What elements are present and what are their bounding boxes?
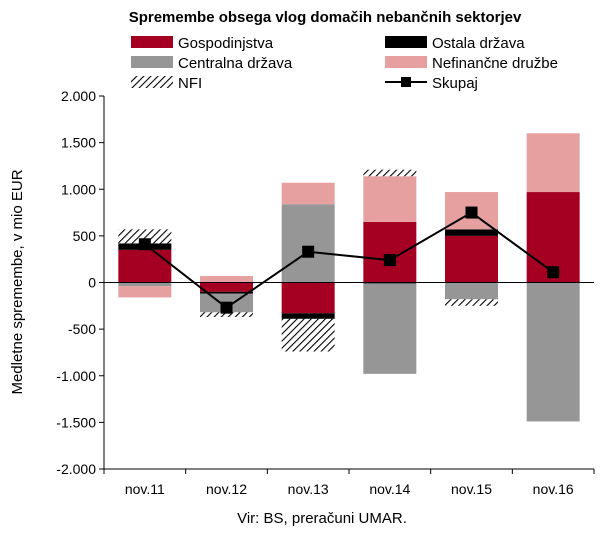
bar-gospodinjstva-nov-12 [200,282,253,292]
y-tick-label: -1.000 [56,368,96,384]
legend: Gospodinjstva Ostala država Centralna dr… [131,35,558,92]
bar-nefinancne-druzbe-nov-11 [118,286,172,298]
bar-centralna-drzava-nov-15 [445,282,498,300]
x-tick-label: nov.16 [533,481,574,497]
point-skupaj-nov-12 [220,301,233,314]
bar-centralna-drzava-nov-11 [118,282,172,287]
bar-centralna-drzava-nov-13 [281,204,335,283]
point-skupaj-nov-15 [465,206,478,219]
legend-swatch-ostala-drzava [385,36,427,48]
bar-nfi-nov-14 [363,169,417,177]
legend-label-skupaj: Skupaj [432,75,478,92]
point-skupaj-nov-13 [302,245,315,258]
x-tick-label: nov.14 [369,481,410,497]
y-tick-label: -2.000 [56,461,96,477]
y-tick-label: 500 [73,228,97,244]
legend-swatch-centralna-drzava [131,56,173,68]
bar-gospodinjstva-nov-15 [445,235,498,283]
y-tick-label: -500 [68,321,96,337]
point-skupaj-nov-14 [383,254,396,267]
y-tick-label: 2.000 [61,88,96,104]
bar-ostala-drzava-nov-13 [281,313,335,319]
legend-marker-skupaj [401,77,411,87]
plot-area: 2.000 1.500 1.000 500 0 -500 -1.000 -1.500 -2.00… [56,88,595,497]
source-note: Vir: BS, preračuni UMAR. [237,510,407,527]
legend-label-nfi: NFI [178,75,202,92]
legend-label-centralna-drzava: Centralna država [178,55,293,72]
point-skupaj-nov-16 [547,266,560,279]
chart-title: Spremembe obsega vlog domačih nebančnih … [129,9,522,26]
bar-gospodinjstva-nov-11 [118,249,172,283]
y-axis-label: Medletne spremembe, v mio EUR [9,169,26,394]
y-tick-label: 1.000 [61,181,96,197]
x-tick-label: nov.13 [288,481,329,497]
bar-nefinancne-druzbe-nov-12 [200,275,253,283]
point-skupaj-nov-11 [138,238,151,251]
x-tick-label: nov.11 [125,481,165,497]
legend-label-gospodinjstva: Gospodinjstva [178,35,274,52]
bar-centralna-drzava-nov-14 [363,283,417,374]
y-tick-label: 0 [88,275,96,291]
y-tick-label: -1.500 [56,414,96,430]
bar-nefinancne-druzbe-nov-13 [281,182,335,205]
line-skupaj [144,211,554,309]
bar-nfi-nov-13 [281,318,335,352]
legend-swatch-gospodinjstva [131,36,173,48]
y-tick-label: 1.500 [61,135,96,151]
bar-centralna-drzava-nov-16 [526,282,580,422]
bar-nefinancne-druzbe-nov-14 [363,176,417,222]
legend-label-nefinancne-druzbe: Nefinančne družbe [432,55,558,72]
bar-gospodinjstva-nov-14 [363,221,417,283]
bar-ostala-drzava-nov-12 [200,291,253,294]
legend-label-ostala-drzava: Ostala država [432,35,525,52]
bar-nfi-nov-12 [200,312,253,318]
bar-ostala-drzava-nov-15 [445,229,498,236]
bar-nefinancne-druzbe-nov-16 [526,133,580,193]
bar-gospodinjstva-nov-13 [281,282,335,314]
x-tick-label: nov.12 [206,481,247,497]
legend-swatch-nfi [131,76,173,88]
bar-nfi-nov-15 [445,299,498,306]
bar-nfi-nov-11 [118,229,172,244]
x-tick-label: nov.15 [451,481,492,497]
legend-swatch-nefinancne-druzbe [385,56,427,68]
